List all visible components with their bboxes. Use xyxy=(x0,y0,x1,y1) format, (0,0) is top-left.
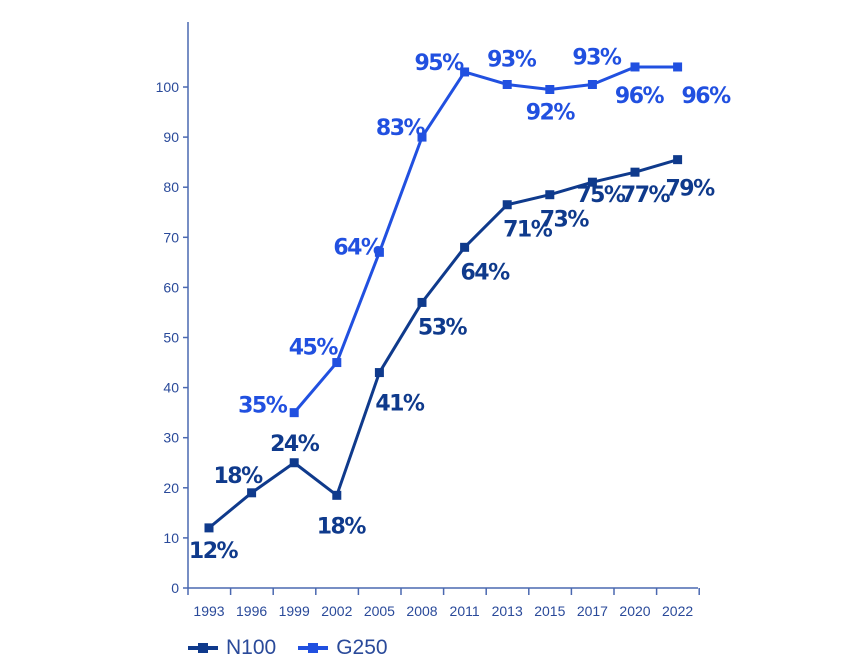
data-point-g250 xyxy=(289,408,299,418)
legend-label-g250: G250 xyxy=(336,636,388,659)
data-point-g250 xyxy=(630,62,640,72)
data-point-n100 xyxy=(502,200,512,210)
data-point-g250 xyxy=(332,358,342,368)
x-tick-label: 2002 xyxy=(321,603,352,619)
data-label-n100: 71% xyxy=(503,218,553,243)
data-point-n100 xyxy=(417,297,427,307)
data-point-n100 xyxy=(374,368,384,378)
data-label-n100: 18% xyxy=(317,514,367,539)
data-point-n100 xyxy=(673,155,683,165)
series-layer xyxy=(204,62,683,533)
data-label-g250: 83% xyxy=(376,116,426,141)
data-point-n100 xyxy=(630,167,640,177)
axes: 0 10 20 30 40 50 60 70 80 90 100 1993 1996 1999 2002 20… xyxy=(156,22,700,619)
data-label-n100: 18% xyxy=(214,464,264,489)
data-point-n100 xyxy=(587,177,597,187)
data-point-n100 xyxy=(545,190,555,200)
x-tick-label: 1993 xyxy=(193,603,224,619)
data-label-n100: 24% xyxy=(270,432,320,457)
data-point-g250 xyxy=(673,62,683,72)
x-tick-label: 2020 xyxy=(619,603,650,619)
x-tick-label: 2008 xyxy=(406,603,437,619)
x-tick-label: 1999 xyxy=(279,603,310,619)
y-tick-label: 100 xyxy=(156,79,180,95)
x-tick-label: 2015 xyxy=(534,603,565,619)
data-point-g250 xyxy=(460,67,470,77)
data-label-g250: 95% xyxy=(415,51,465,76)
data-point-n100 xyxy=(204,523,214,533)
data-label-n100: 75% xyxy=(576,183,626,208)
data-label-n100: 77% xyxy=(621,183,671,208)
data-label-n100: 64% xyxy=(461,260,511,285)
data-label-g250: 64% xyxy=(333,235,383,260)
x-tick-label: 1996 xyxy=(236,603,267,619)
data-label-g250: 96% xyxy=(615,84,665,109)
y-tick-label: 60 xyxy=(163,279,179,295)
y-tick-label: 20 xyxy=(163,480,179,496)
y-tick-label: 50 xyxy=(163,330,179,346)
y-tick-label: 90 xyxy=(163,129,179,145)
data-label-g250: 45% xyxy=(289,336,339,361)
y-tick-label: 10 xyxy=(163,530,179,546)
x-tick-label: 2013 xyxy=(492,603,523,619)
data-point-g250 xyxy=(417,132,427,142)
data-point-n100 xyxy=(332,490,342,500)
data-label-g250: 92% xyxy=(526,101,576,126)
data-label-g250: 96% xyxy=(682,84,732,109)
data-point-g250 xyxy=(545,85,555,95)
series-line-n100 xyxy=(208,158,679,530)
data-labels-layer: 12%18%24%18%41%53%64%71%73%75%77%79%35%4… xyxy=(189,45,733,564)
data-label-n100: 41% xyxy=(375,392,425,417)
data-label-n100: 73% xyxy=(540,208,590,233)
data-point-g250 xyxy=(587,79,597,89)
series-line-g250 xyxy=(293,65,678,414)
data-point-n100 xyxy=(460,242,470,252)
x-tick-label: 2022 xyxy=(662,603,693,619)
data-point-g250 xyxy=(374,247,384,257)
data-label-g250: 35% xyxy=(238,394,288,419)
data-label-g250: 93% xyxy=(487,47,537,72)
x-tick-label: 2011 xyxy=(450,603,480,619)
data-label-n100: 79% xyxy=(666,177,716,202)
y-tick-label: 70 xyxy=(163,229,179,245)
y-tick-label: 30 xyxy=(163,430,179,446)
data-label-g250: 93% xyxy=(572,45,622,70)
data-point-n100 xyxy=(289,458,299,468)
y-tick-label: 80 xyxy=(163,179,179,195)
y-tick-label: 40 xyxy=(163,380,179,396)
legend-item-g250: G250 xyxy=(298,636,388,660)
x-tick-label: 2005 xyxy=(364,603,395,619)
data-point-g250 xyxy=(502,79,512,89)
data-point-n100 xyxy=(247,488,257,498)
y-tick-label: 0 xyxy=(171,580,179,596)
legend-item-n100: N100 xyxy=(188,636,276,660)
legend: N100 G250 xyxy=(188,636,388,660)
x-tick-label: 2017 xyxy=(577,603,608,619)
data-label-n100: 12% xyxy=(189,539,239,564)
legend-swatch-n100-icon xyxy=(188,642,218,654)
data-label-n100: 53% xyxy=(418,315,468,340)
legend-label-n100: N100 xyxy=(226,636,277,659)
legend-swatch-g250-icon xyxy=(298,642,329,654)
